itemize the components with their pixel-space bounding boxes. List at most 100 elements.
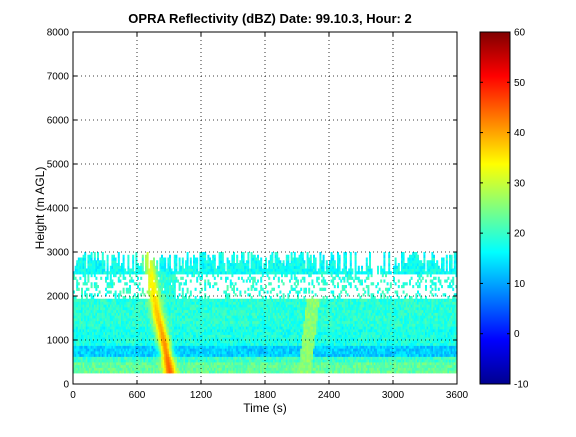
reflectivity-cell <box>130 279 133 283</box>
reflectivity-cell <box>234 367 237 371</box>
reflectivity-cell <box>242 279 245 283</box>
reflectivity-cell <box>117 348 120 352</box>
reflectivity-cell <box>97 252 99 256</box>
reflectivity-cell <box>188 362 191 366</box>
reflectivity-cell <box>178 293 181 297</box>
reflectivity-cell <box>244 367 247 371</box>
reflectivity-field <box>73 252 457 374</box>
reflectivity-cell <box>153 312 155 316</box>
reflectivity-cell <box>260 285 263 289</box>
reflectivity-cell <box>103 348 106 352</box>
reflectivity-cell <box>106 370 109 374</box>
reflectivity-cell <box>95 309 98 313</box>
reflectivity-cell <box>87 271 90 275</box>
reflectivity-cell <box>85 309 88 313</box>
reflectivity-cell <box>100 342 103 346</box>
reflectivity-cell <box>239 301 242 305</box>
reflectivity-cell <box>153 290 155 294</box>
reflectivity-cell <box>76 307 79 311</box>
reflectivity-cell <box>101 315 104 319</box>
reflectivity-cell <box>84 307 87 311</box>
reflectivity-cell <box>178 340 181 344</box>
reflectivity-cell <box>228 334 231 338</box>
reflectivity-cell <box>111 362 114 366</box>
reflectivity-cell <box>229 356 232 360</box>
reflectivity-cell <box>172 370 175 374</box>
reflectivity-cell <box>249 370 251 374</box>
reflectivity-cell <box>73 356 75 360</box>
reflectivity-cell <box>177 307 179 311</box>
reflectivity-cell <box>97 304 99 308</box>
reflectivity-cell <box>117 345 120 349</box>
reflectivity-cell <box>105 331 107 335</box>
reflectivity-cell <box>207 282 210 286</box>
reflectivity-cell <box>89 334 91 338</box>
reflectivity-cell <box>79 356 82 360</box>
reflectivity-cell <box>143 359 146 363</box>
reflectivity-cell <box>215 351 218 355</box>
reflectivity-cell <box>204 279 207 283</box>
reflectivity-cell <box>145 304 147 308</box>
reflectivity-cell <box>178 298 181 302</box>
reflectivity-cell <box>164 260 167 264</box>
reflectivity-cell <box>98 362 101 366</box>
reflectivity-cell <box>103 356 106 360</box>
reflectivity-cell <box>108 301 111 305</box>
reflectivity-cell <box>164 309 167 313</box>
reflectivity-cell <box>231 282 234 286</box>
reflectivity-cell <box>205 274 208 278</box>
reflectivity-cell <box>87 320 90 324</box>
reflectivity-cell <box>220 356 223 360</box>
reflectivity-cell <box>101 356 104 360</box>
reflectivity-cell <box>233 362 235 366</box>
reflectivity-cell <box>175 340 178 344</box>
reflectivity-cell <box>233 356 235 360</box>
reflectivity-cell <box>207 351 210 355</box>
reflectivity-cell <box>73 304 75 308</box>
reflectivity-cell <box>146 312 149 316</box>
reflectivity-cell <box>202 359 205 363</box>
reflectivity-cell <box>74 315 77 319</box>
reflectivity-cell <box>157 348 160 352</box>
reflectivity-cell <box>241 268 243 272</box>
reflectivity-cell <box>220 307 223 311</box>
reflectivity-cell <box>207 257 210 261</box>
reflectivity-cell <box>209 342 211 346</box>
reflectivity-cell <box>209 351 211 355</box>
reflectivity-cell <box>157 298 160 302</box>
reflectivity-cell <box>199 323 202 327</box>
reflectivity-cell <box>177 353 179 357</box>
reflectivity-cell <box>178 260 181 264</box>
reflectivity-cell <box>117 320 120 324</box>
reflectivity-cell <box>249 301 251 305</box>
reflectivity-cell <box>185 356 187 360</box>
reflectivity-cell <box>130 276 133 280</box>
reflectivity-cell <box>100 301 103 305</box>
reflectivity-cell <box>220 326 223 330</box>
reflectivity-cell <box>114 312 117 316</box>
reflectivity-cell <box>73 362 75 366</box>
reflectivity-cell <box>181 356 184 360</box>
reflectivity-cell <box>76 348 79 352</box>
reflectivity-cell <box>105 345 107 349</box>
reflectivity-cell <box>239 353 242 357</box>
reflectivity-cell <box>239 307 242 311</box>
reflectivity-cell <box>130 362 133 366</box>
reflectivity-cell <box>108 367 111 371</box>
reflectivity-cell <box>98 364 101 368</box>
reflectivity-cell <box>290 254 293 258</box>
reflectivity-cell <box>228 329 231 333</box>
reflectivity-cell <box>108 340 111 344</box>
reflectivity-cell <box>143 323 146 327</box>
reflectivity-cell <box>244 340 247 344</box>
reflectivity-cell <box>169 298 171 302</box>
reflectivity-cell <box>105 304 107 308</box>
reflectivity-cell <box>225 326 227 330</box>
reflectivity-cell <box>178 312 181 316</box>
reflectivity-cell <box>132 331 135 335</box>
reflectivity-cell <box>245 356 248 360</box>
reflectivity-cell <box>228 312 231 316</box>
reflectivity-cell <box>81 337 83 341</box>
reflectivity-cell <box>199 301 202 305</box>
reflectivity-cell <box>124 271 127 275</box>
